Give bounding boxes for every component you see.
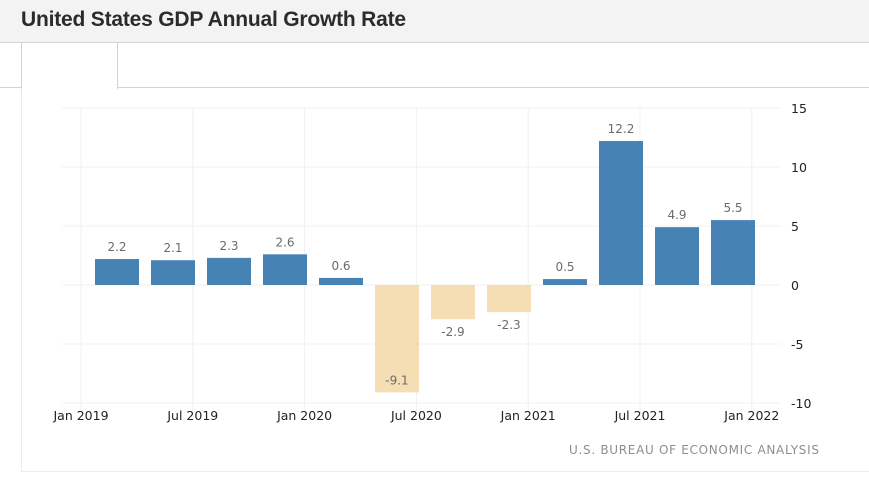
bar-2020-q4 xyxy=(487,285,531,313)
bar-2020-q2 xyxy=(375,285,419,393)
bar-value-label: 0.5 xyxy=(555,260,574,274)
bar-2021-q1 xyxy=(543,279,587,285)
x-tick-label: Jul 2019 xyxy=(166,408,218,423)
bar-value-label: 0.6 xyxy=(331,259,350,273)
bar-2019-q1 xyxy=(95,259,139,285)
y-axis: 15 10 5 0 -5 -10 xyxy=(791,101,811,411)
tab-strip xyxy=(0,43,869,89)
bar-value-label: -2.3 xyxy=(497,318,520,332)
y-tick-label: 10 xyxy=(791,160,807,175)
x-tick-label: Jul 2021 xyxy=(614,408,666,423)
bar-value-label: 4.9 xyxy=(667,208,686,222)
y-tick-label: 15 xyxy=(791,101,807,116)
bar-2021-q3 xyxy=(655,227,699,285)
x-axis: Jan 2019 Jul 2019 Jan 2020 Jul 2020 Jan 2021… xyxy=(52,408,779,423)
source-label: U.S. BUREAU OF ECONOMIC ANALYSIS xyxy=(569,443,820,457)
title-bar: United States GDP Annual Growth Rate xyxy=(0,0,869,43)
bar-2019-q2 xyxy=(151,260,195,285)
bar-value-label: -9.1 xyxy=(385,373,408,387)
x-tick-label: Jan 2019 xyxy=(52,408,108,423)
tab-chart[interactable] xyxy=(21,43,118,89)
bar-2020-q3 xyxy=(431,285,475,320)
bar-2020-q1 xyxy=(319,277,363,285)
bar-value-label: 2.6 xyxy=(275,235,294,249)
tab-divider xyxy=(117,87,869,88)
y-tick-label: -10 xyxy=(791,396,811,411)
y-tick-label: -5 xyxy=(791,337,803,352)
x-tick-label: Jan 2021 xyxy=(500,408,556,423)
bar-value-label: 12.2 xyxy=(608,122,635,136)
bar-2021-q2 xyxy=(599,141,643,285)
chart-panel xyxy=(21,89,869,472)
bar-value-label: -2.9 xyxy=(441,325,464,339)
bar-value-label: 5.5 xyxy=(723,201,742,215)
bars xyxy=(95,141,755,393)
x-tick-label: Jan 2020 xyxy=(276,408,332,423)
page-title: United States GDP Annual Growth Rate xyxy=(21,8,406,31)
bar-value-label: 2.3 xyxy=(219,239,238,253)
bar-2021-q4 xyxy=(711,220,755,285)
x-tick-label: Jan 2022 xyxy=(723,408,779,423)
bar-labels: 2.2 2.1 2.3 2.6 0.6 -9.1 -2.9 -2.3 0.5 12.2 4.9 5.5 xyxy=(107,122,742,387)
bar-2019-q4 xyxy=(263,254,307,285)
y-tick-label: 0 xyxy=(791,278,799,293)
tab-divider xyxy=(0,87,22,88)
bar-value-label: 2.1 xyxy=(163,241,182,255)
x-tick-label: Jul 2020 xyxy=(390,408,442,423)
bar-2019-q3 xyxy=(207,257,251,285)
bar-value-label: 2.2 xyxy=(107,240,126,254)
y-tick-label: 5 xyxy=(791,219,799,234)
